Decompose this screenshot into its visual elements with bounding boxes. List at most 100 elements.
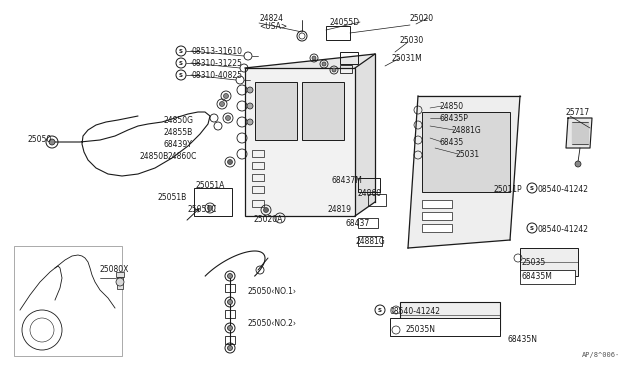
Text: S: S [530,225,534,231]
Text: 24881G: 24881G [452,126,482,135]
Bar [358,218,378,228]
Text: 24819: 24819 [328,205,352,214]
Bar [400,302,500,330]
Circle shape [575,161,581,167]
Bar [422,224,452,232]
Text: 24055D: 24055D [330,18,360,27]
Bar [358,236,382,246]
Bar [252,186,264,193]
Text: 25011P: 25011P [494,185,523,194]
Text: 24850: 24850 [440,102,464,111]
Text: 08310-31225: 08310-31225 [191,59,242,68]
Text: 24850G: 24850G [164,116,194,125]
Bar [252,150,264,157]
Text: 08513-31610: 08513-31610 [191,47,242,56]
Text: 68437: 68437 [346,219,371,228]
Circle shape [220,102,225,106]
Text: 25031M: 25031M [392,54,423,63]
Text: 68435P: 68435P [440,114,469,123]
Circle shape [332,68,336,72]
Bar [225,336,235,344]
Bar [255,82,297,140]
Circle shape [207,205,212,211]
Text: 08540-41242: 08540-41242 [538,225,589,234]
Text: 25050: 25050 [28,135,52,144]
Text: <USA>: <USA> [259,22,287,31]
Circle shape [227,346,232,350]
Bar [340,52,358,64]
Text: 68435M: 68435M [522,272,553,281]
Polygon shape [572,122,588,144]
Text: S: S [179,73,183,77]
Polygon shape [408,96,520,248]
Text: 08540-41242: 08540-41242 [538,185,589,194]
Text: 24824: 24824 [259,14,283,23]
Text: S: S [378,308,382,312]
Circle shape [264,208,269,212]
Text: 25050‹NO.1›: 25050‹NO.1› [248,287,297,296]
Bar [252,162,264,169]
Polygon shape [355,54,375,216]
Text: 68437M: 68437M [332,176,363,185]
Circle shape [227,273,232,279]
Bar [252,174,264,181]
Text: 68435N: 68435N [508,335,538,344]
Text: S: S [179,48,183,54]
Text: 25717: 25717 [566,108,590,117]
Bar [422,200,452,208]
Circle shape [225,115,230,121]
Bar [116,272,124,277]
Bar [302,82,344,140]
Bar [194,188,232,216]
Text: 25051B: 25051B [158,193,188,202]
Circle shape [247,103,253,109]
Text: 25035N: 25035N [406,325,436,334]
Bar [358,178,380,192]
Circle shape [322,62,326,66]
Text: 24850B: 24850B [140,152,169,161]
Circle shape [223,93,228,99]
Circle shape [247,119,253,125]
Bar [225,284,235,292]
Text: 24881G: 24881G [356,237,386,246]
Circle shape [247,87,253,93]
Text: S: S [179,61,183,65]
Bar [14,246,122,356]
Text: 68439Y: 68439Y [164,140,193,149]
Text: AP/8^006·: AP/8^006· [582,352,620,358]
Text: 25051C: 25051C [188,205,218,214]
Bar [225,310,235,318]
Circle shape [227,160,232,164]
Bar [252,200,264,207]
Circle shape [312,56,316,60]
Text: 25035: 25035 [522,258,547,267]
Text: 08310-40825: 08310-40825 [191,71,242,80]
Bar [340,65,352,73]
Text: 68435: 68435 [440,138,464,147]
Polygon shape [566,118,592,148]
Bar [368,194,386,206]
Text: 25020A: 25020A [254,215,284,224]
Text: 25031: 25031 [456,150,480,159]
Text: 24860: 24860 [358,189,382,198]
Polygon shape [245,54,375,68]
Text: 24855B: 24855B [164,128,193,137]
Bar [326,26,350,40]
Circle shape [49,139,55,145]
Text: 25080X: 25080X [100,265,129,274]
Text: 25020: 25020 [410,14,434,23]
Bar [422,112,510,192]
Bar [390,318,500,336]
Bar [245,68,355,216]
Circle shape [227,299,232,305]
Text: 25051A: 25051A [195,181,225,190]
Text: S: S [530,186,534,190]
Bar [422,212,452,220]
Bar [520,248,578,276]
Text: 24860C: 24860C [168,152,197,161]
Text: 25050‹NO.2›: 25050‹NO.2› [248,319,297,328]
Text: 25030: 25030 [400,36,424,45]
Bar [117,277,123,289]
Bar [520,270,575,284]
Text: 08540-41242: 08540-41242 [390,307,441,316]
